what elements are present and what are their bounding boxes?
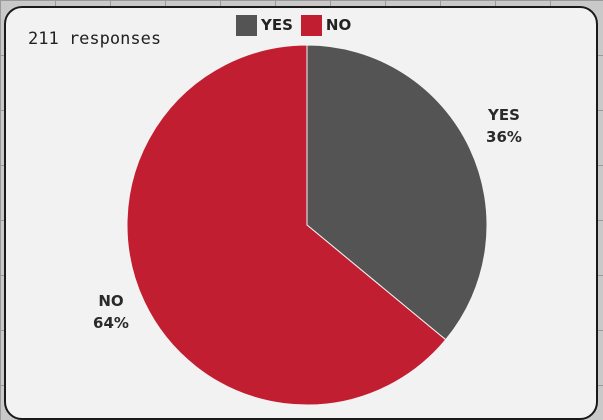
slice-label-value-yes: 36% xyxy=(486,128,522,146)
slice-label-name-no: NO xyxy=(98,292,123,310)
slice-label-name-yes: YES xyxy=(487,106,520,124)
slice-label-value-no: 64% xyxy=(93,314,129,332)
